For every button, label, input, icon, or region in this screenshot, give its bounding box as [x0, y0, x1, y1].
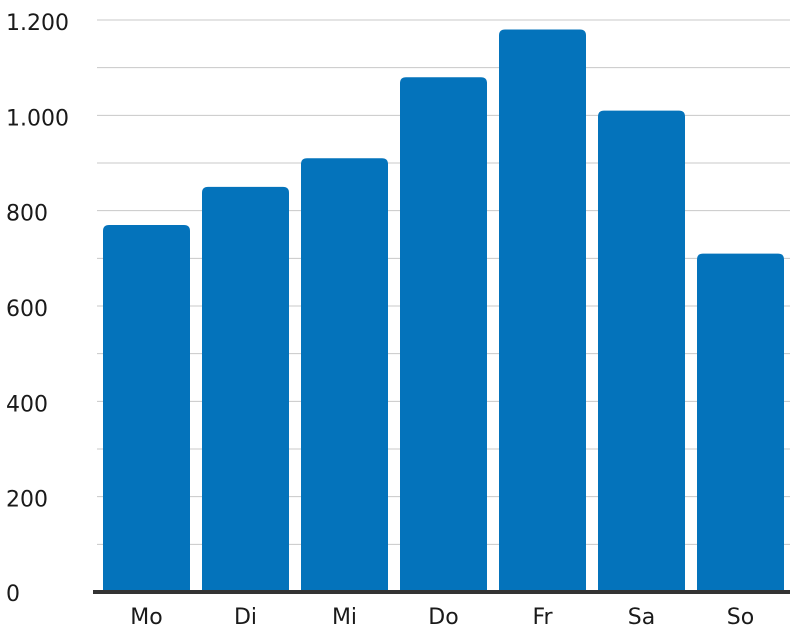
bars — [103, 29, 784, 593]
bar-mo — [103, 224, 190, 592]
y-tick-label: 0 — [6, 582, 20, 607]
y-axis-tick-labels: 0 200 400 600 800 1.000 1.200 — [6, 11, 69, 607]
y-tick-label: 400 — [6, 392, 48, 417]
x-tick-label: So — [727, 605, 754, 630]
y-tick-label: 600 — [6, 297, 48, 322]
y-tick-label: 800 — [6, 202, 48, 227]
bar-di — [202, 186, 289, 593]
x-tick-label: Do — [428, 605, 458, 630]
bar-fr — [499, 29, 586, 593]
bar-sa — [598, 110, 685, 593]
x-tick-label: Mi — [332, 605, 357, 630]
x-tick-label: Fr — [532, 605, 553, 630]
x-tick-label: Di — [234, 605, 257, 630]
bar-do — [400, 77, 487, 592]
x-axis-tick-labels: Mo Di Mi Do Fr Sa So — [130, 605, 754, 630]
x-tick-label: Mo — [130, 605, 162, 630]
y-tick-label: 1.000 — [6, 106, 69, 131]
bar-mi — [301, 158, 388, 592]
y-tick-label: 1.200 — [6, 11, 69, 36]
bar-so — [697, 253, 784, 593]
x-tick-label: Sa — [628, 605, 655, 630]
y-tick-label: 200 — [6, 488, 48, 513]
